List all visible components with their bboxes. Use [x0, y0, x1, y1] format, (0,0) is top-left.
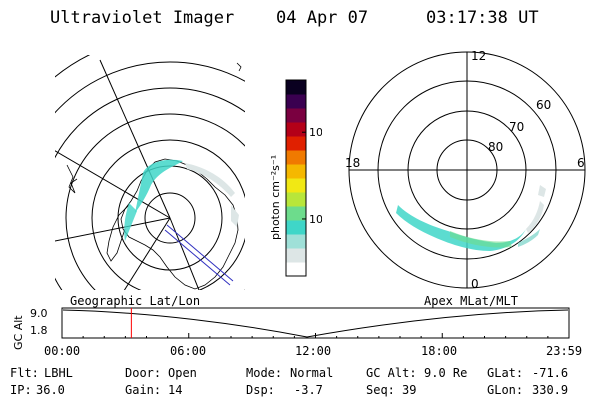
- xtick-2359: 23:59: [546, 344, 583, 358]
- dsp-key: Dsp:: [246, 383, 275, 397]
- altitude-ytick-high: 9.0: [30, 307, 48, 320]
- header: Ultraviolet Imager 04 Apr 07 03:17:38 UT: [0, 0, 600, 40]
- colorbar-gradient: [286, 80, 306, 277]
- gcalt-key: GC Alt:: [366, 366, 417, 380]
- seq-key: Seq:: [366, 383, 395, 397]
- flt-value: LBHL: [44, 366, 73, 380]
- colorbar-strip: [286, 248, 306, 263]
- ip-key: IP:: [10, 383, 32, 397]
- polar-aurora-emission: [396, 185, 546, 251]
- antarctic-peninsula: [106, 204, 130, 262]
- geographic-map-panel: [55, 55, 245, 290]
- mlt-label-midnight: 0: [471, 277, 479, 291]
- mlat-label-70: 70: [509, 120, 524, 134]
- xtick-18: 18:00: [421, 344, 458, 358]
- island-fragment: [236, 62, 242, 72]
- colorbar: 100 10 photon cm⁻²s⁻¹: [269, 79, 322, 277]
- altitude-curve: [62, 309, 569, 338]
- door-key: Door:: [125, 366, 162, 380]
- glat-value: -71.6: [532, 366, 569, 380]
- colorbar-tick-label: 10: [309, 213, 322, 226]
- colorbar-strip: [286, 136, 306, 151]
- mlt-label-noon: 12: [471, 49, 486, 63]
- colorbar-unit-label: photon cm⁻²s⁻¹: [269, 155, 282, 240]
- mlt-label-dawn: 6: [577, 156, 585, 170]
- colorbar-strip: [286, 122, 306, 137]
- colorbar-strip: [286, 178, 306, 193]
- xtick-00: 00:00: [44, 344, 81, 358]
- colorbar-strip: [286, 150, 306, 165]
- glat-key: GLat:: [487, 366, 524, 380]
- geo-aurora-emission: [124, 159, 239, 241]
- colorbar-strip: [286, 94, 306, 109]
- mode-key: Mode:: [246, 366, 283, 380]
- polar-panel-label: Apex MLat/MLT: [424, 294, 518, 308]
- seq-value: 39: [402, 383, 417, 397]
- gcalt-value: 9.0 Re: [424, 366, 468, 380]
- date-label: 04 Apr 07: [276, 8, 369, 28]
- mlat-label-60: 60: [536, 98, 551, 112]
- colorbar-strip: [286, 164, 306, 179]
- geo-panel-label: Geographic Lat/Lon: [70, 294, 201, 308]
- colorbar-tick-label: 100: [309, 126, 322, 139]
- altitude-timeline: GC Alt 9.0 1.8: [12, 307, 570, 350]
- flt-key: Flt:: [10, 366, 39, 380]
- gain-key: Gain:: [125, 383, 162, 397]
- satellite-track: [164, 224, 234, 286]
- glon-key: GLon:: [487, 383, 524, 397]
- colorbar-strip: [286, 220, 306, 235]
- glon-value: 330.9: [532, 383, 569, 397]
- gain-value: 14: [168, 383, 183, 397]
- colorbar-strip: [286, 80, 306, 95]
- xtick-12: 12:00: [295, 344, 332, 358]
- colorbar-strip: [286, 206, 306, 221]
- time-label: 03:17:38 UT: [426, 8, 539, 28]
- colorbar-strip: [286, 192, 306, 207]
- south-america-fragment: [66, 164, 78, 194]
- colorbar-strip: [286, 108, 306, 123]
- polar-mlt-plot: 12 0 18 6 80 70 60: [345, 49, 586, 291]
- altitude-ylabel: GC Alt: [12, 315, 25, 350]
- door-value: Open: [168, 366, 197, 380]
- xtick-06: 06:00: [170, 344, 207, 358]
- mlt-label-dusk: 18: [345, 156, 360, 170]
- colorbar-strip: [286, 262, 306, 277]
- altitude-x-ticks: [61, 333, 570, 338]
- dsp-value: -3.7: [294, 383, 323, 397]
- colorbar-strip: [286, 234, 306, 249]
- geo-latitude-circles: [55, 55, 245, 290]
- ip-value: 36.0: [36, 383, 65, 397]
- altitude-ytick-low: 1.8: [30, 324, 48, 337]
- mlat-label-80: 80: [488, 140, 503, 154]
- instrument-title: Ultraviolet Imager: [50, 8, 235, 28]
- mode-value: Normal: [290, 366, 334, 380]
